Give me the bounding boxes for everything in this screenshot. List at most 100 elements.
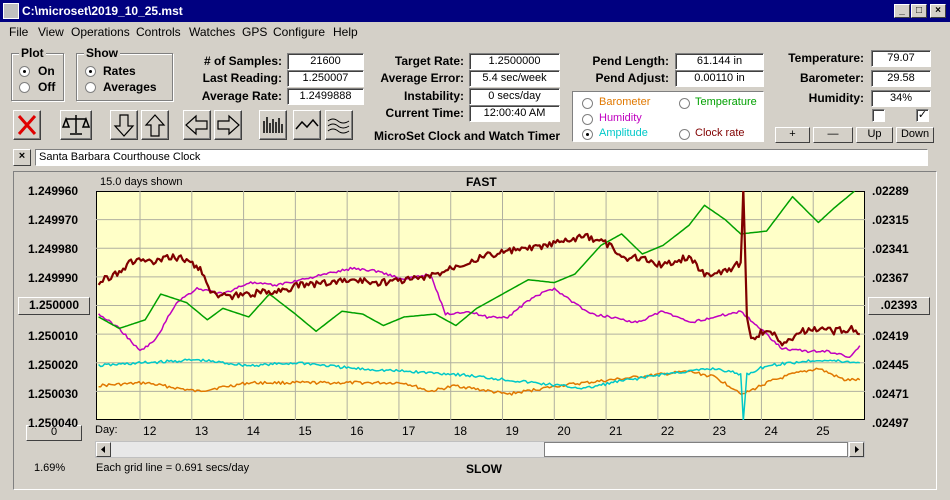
move-right-button[interactable] [214, 110, 242, 140]
maximize-button[interactable]: □ [911, 4, 927, 18]
menu-view[interactable]: View [38, 25, 64, 39]
average-rate-field: 1.2499888 [287, 88, 364, 105]
menu-watches[interactable]: Watches [189, 25, 236, 39]
close-button[interactable]: × [930, 4, 946, 18]
barometer-label: Barometer: [799, 71, 864, 85]
overlay-amplitude-radio[interactable] [582, 129, 593, 140]
plot-off-radio[interactable] [19, 82, 30, 93]
window-title: C:\microset\2019_10_25.mst [22, 4, 183, 18]
humidity-field: 34% [871, 90, 931, 107]
target-rate-field[interactable]: 1.2500000 [469, 53, 560, 70]
day-tick-label: 21 [609, 424, 623, 438]
plot-group-label: Plot [19, 46, 46, 60]
scroll-up-button[interactable]: Up [856, 127, 893, 143]
graph-panel [13, 171, 937, 490]
barometer-field: 29.58 [871, 70, 931, 87]
right-value-button[interactable]: .02393 [868, 297, 930, 315]
day-tick-label: 12 [143, 424, 157, 438]
balance-button[interactable] [60, 110, 92, 140]
right-tick-label: .02367 [872, 271, 909, 285]
samples-label: # of Samples: [203, 54, 282, 68]
overlay-clock-rate-radio[interactable] [679, 129, 690, 140]
show-averages-radio[interactable] [85, 82, 96, 93]
plot-off-label: Off [38, 80, 56, 94]
show-rates-label: Rates [103, 64, 136, 78]
bar-view-button[interactable] [259, 110, 287, 140]
app-icon [3, 3, 19, 19]
day-tick-label: 15 [298, 424, 312, 438]
left-tick-label: 1.249990 [28, 271, 79, 285]
wave-graph-icon [327, 118, 350, 134]
move-down-button[interactable] [110, 110, 138, 140]
right-tick-label: .02419 [872, 329, 909, 343]
target-rate-label: Target Rate: [394, 54, 464, 68]
percent-label: 1.69% [34, 462, 66, 474]
series-barometer [98, 367, 861, 396]
scroll-down-button[interactable]: Down [896, 127, 934, 143]
arrow-right-icon [217, 114, 240, 136]
pend-adjust-field: 0.00110 in [675, 70, 764, 87]
right-tick-label: .02445 [872, 358, 909, 372]
clock-name-field[interactable]: Santa Barbara Courthouse Clock [35, 149, 928, 166]
smooth-view-button[interactable] [325, 110, 353, 140]
balance-scale-icon [61, 115, 91, 135]
scale-plus-button[interactable]: + [775, 127, 810, 143]
temperature-label: Temperature: [788, 51, 864, 65]
right-checkbox[interactable]: ✓ [916, 109, 929, 122]
horizontal-scrollbar[interactable] [95, 441, 865, 458]
minimize-button[interactable]: _ [894, 4, 910, 18]
left-tick-label: 1.250040 [28, 416, 79, 430]
menu-configure[interactable]: Configure [273, 25, 326, 39]
show-group [76, 53, 173, 101]
days-shown-label: 15.0 days shown [100, 176, 183, 188]
overlay-humidity-label: Humidity [599, 112, 642, 124]
overlay-amplitude-label: Amplitude [599, 127, 648, 139]
scroll-right-arrow[interactable] [849, 442, 864, 457]
plot-on-radio[interactable] [19, 66, 30, 77]
overlay-barometer-label: Barometer [599, 96, 651, 108]
day-tick-label: 25 [816, 424, 830, 438]
grid-note-label: Each grid line = 0.691 secs/day [96, 462, 250, 474]
title-bar: C:\microset\2019_10_25.mst _ □ × [0, 0, 950, 22]
zero-button[interactable]: 0 [26, 425, 82, 441]
left-tick-label: 1.250030 [28, 387, 79, 401]
day-tick-label: 13 [194, 424, 209, 438]
pend-adjust-label: Pend Adjust: [595, 71, 669, 85]
center-value-button[interactable]: 1.250000 [18, 297, 90, 315]
day-tick-label: 19 [505, 424, 519, 438]
left-checkbox[interactable] [872, 109, 885, 122]
overlay-humidity-radio[interactable] [582, 114, 593, 125]
left-tick-label: 1.249960 [28, 184, 79, 198]
red-x-icon [17, 115, 37, 135]
right-tick-label: .02315 [872, 213, 909, 227]
series-amplitude [98, 358, 860, 420]
move-left-button[interactable] [183, 110, 211, 140]
menu-operations[interactable]: Operations [71, 25, 130, 39]
overlay-barometer-radio[interactable] [582, 98, 593, 109]
scroll-thumb[interactable] [544, 442, 848, 457]
show-rates-radio[interactable] [85, 66, 96, 77]
app-name-label: MicroSet Clock and Watch Timer [374, 129, 561, 143]
overlay-temperature-label: Temperature [695, 96, 757, 108]
day-tick-label: 22 [660, 424, 675, 438]
overlay-selector: Barometer Temperature Humidity Amplitude… [572, 91, 764, 142]
menu-file[interactable]: File [9, 25, 29, 39]
left-tick-label: 1.249970 [28, 213, 79, 227]
clock-close-button[interactable]: × [13, 149, 31, 166]
instability-label: Instability: [403, 89, 464, 103]
menu-gps[interactable]: GPS [242, 25, 268, 39]
menu-controls[interactable]: Controls [136, 25, 181, 39]
scroll-left-arrow[interactable] [96, 442, 111, 457]
overlay-temperature-radio[interactable] [679, 98, 690, 109]
stop-button[interactable] [13, 110, 41, 140]
average-error-label: Average Error: [380, 71, 464, 85]
current-time-field: 12:00:40 AM [469, 105, 560, 122]
menu-bar: File View Operations Controls Watches GP… [0, 22, 950, 42]
move-up-button[interactable] [141, 110, 169, 140]
overlay-clock-rate-label: Clock rate [695, 127, 745, 139]
menu-help[interactable]: Help [333, 25, 358, 39]
scale-minus-button[interactable]: — [813, 127, 853, 143]
line-view-button[interactable] [293, 110, 321, 140]
right-tick-label: .02471 [872, 387, 909, 401]
current-time-label: Current Time: [385, 106, 464, 120]
